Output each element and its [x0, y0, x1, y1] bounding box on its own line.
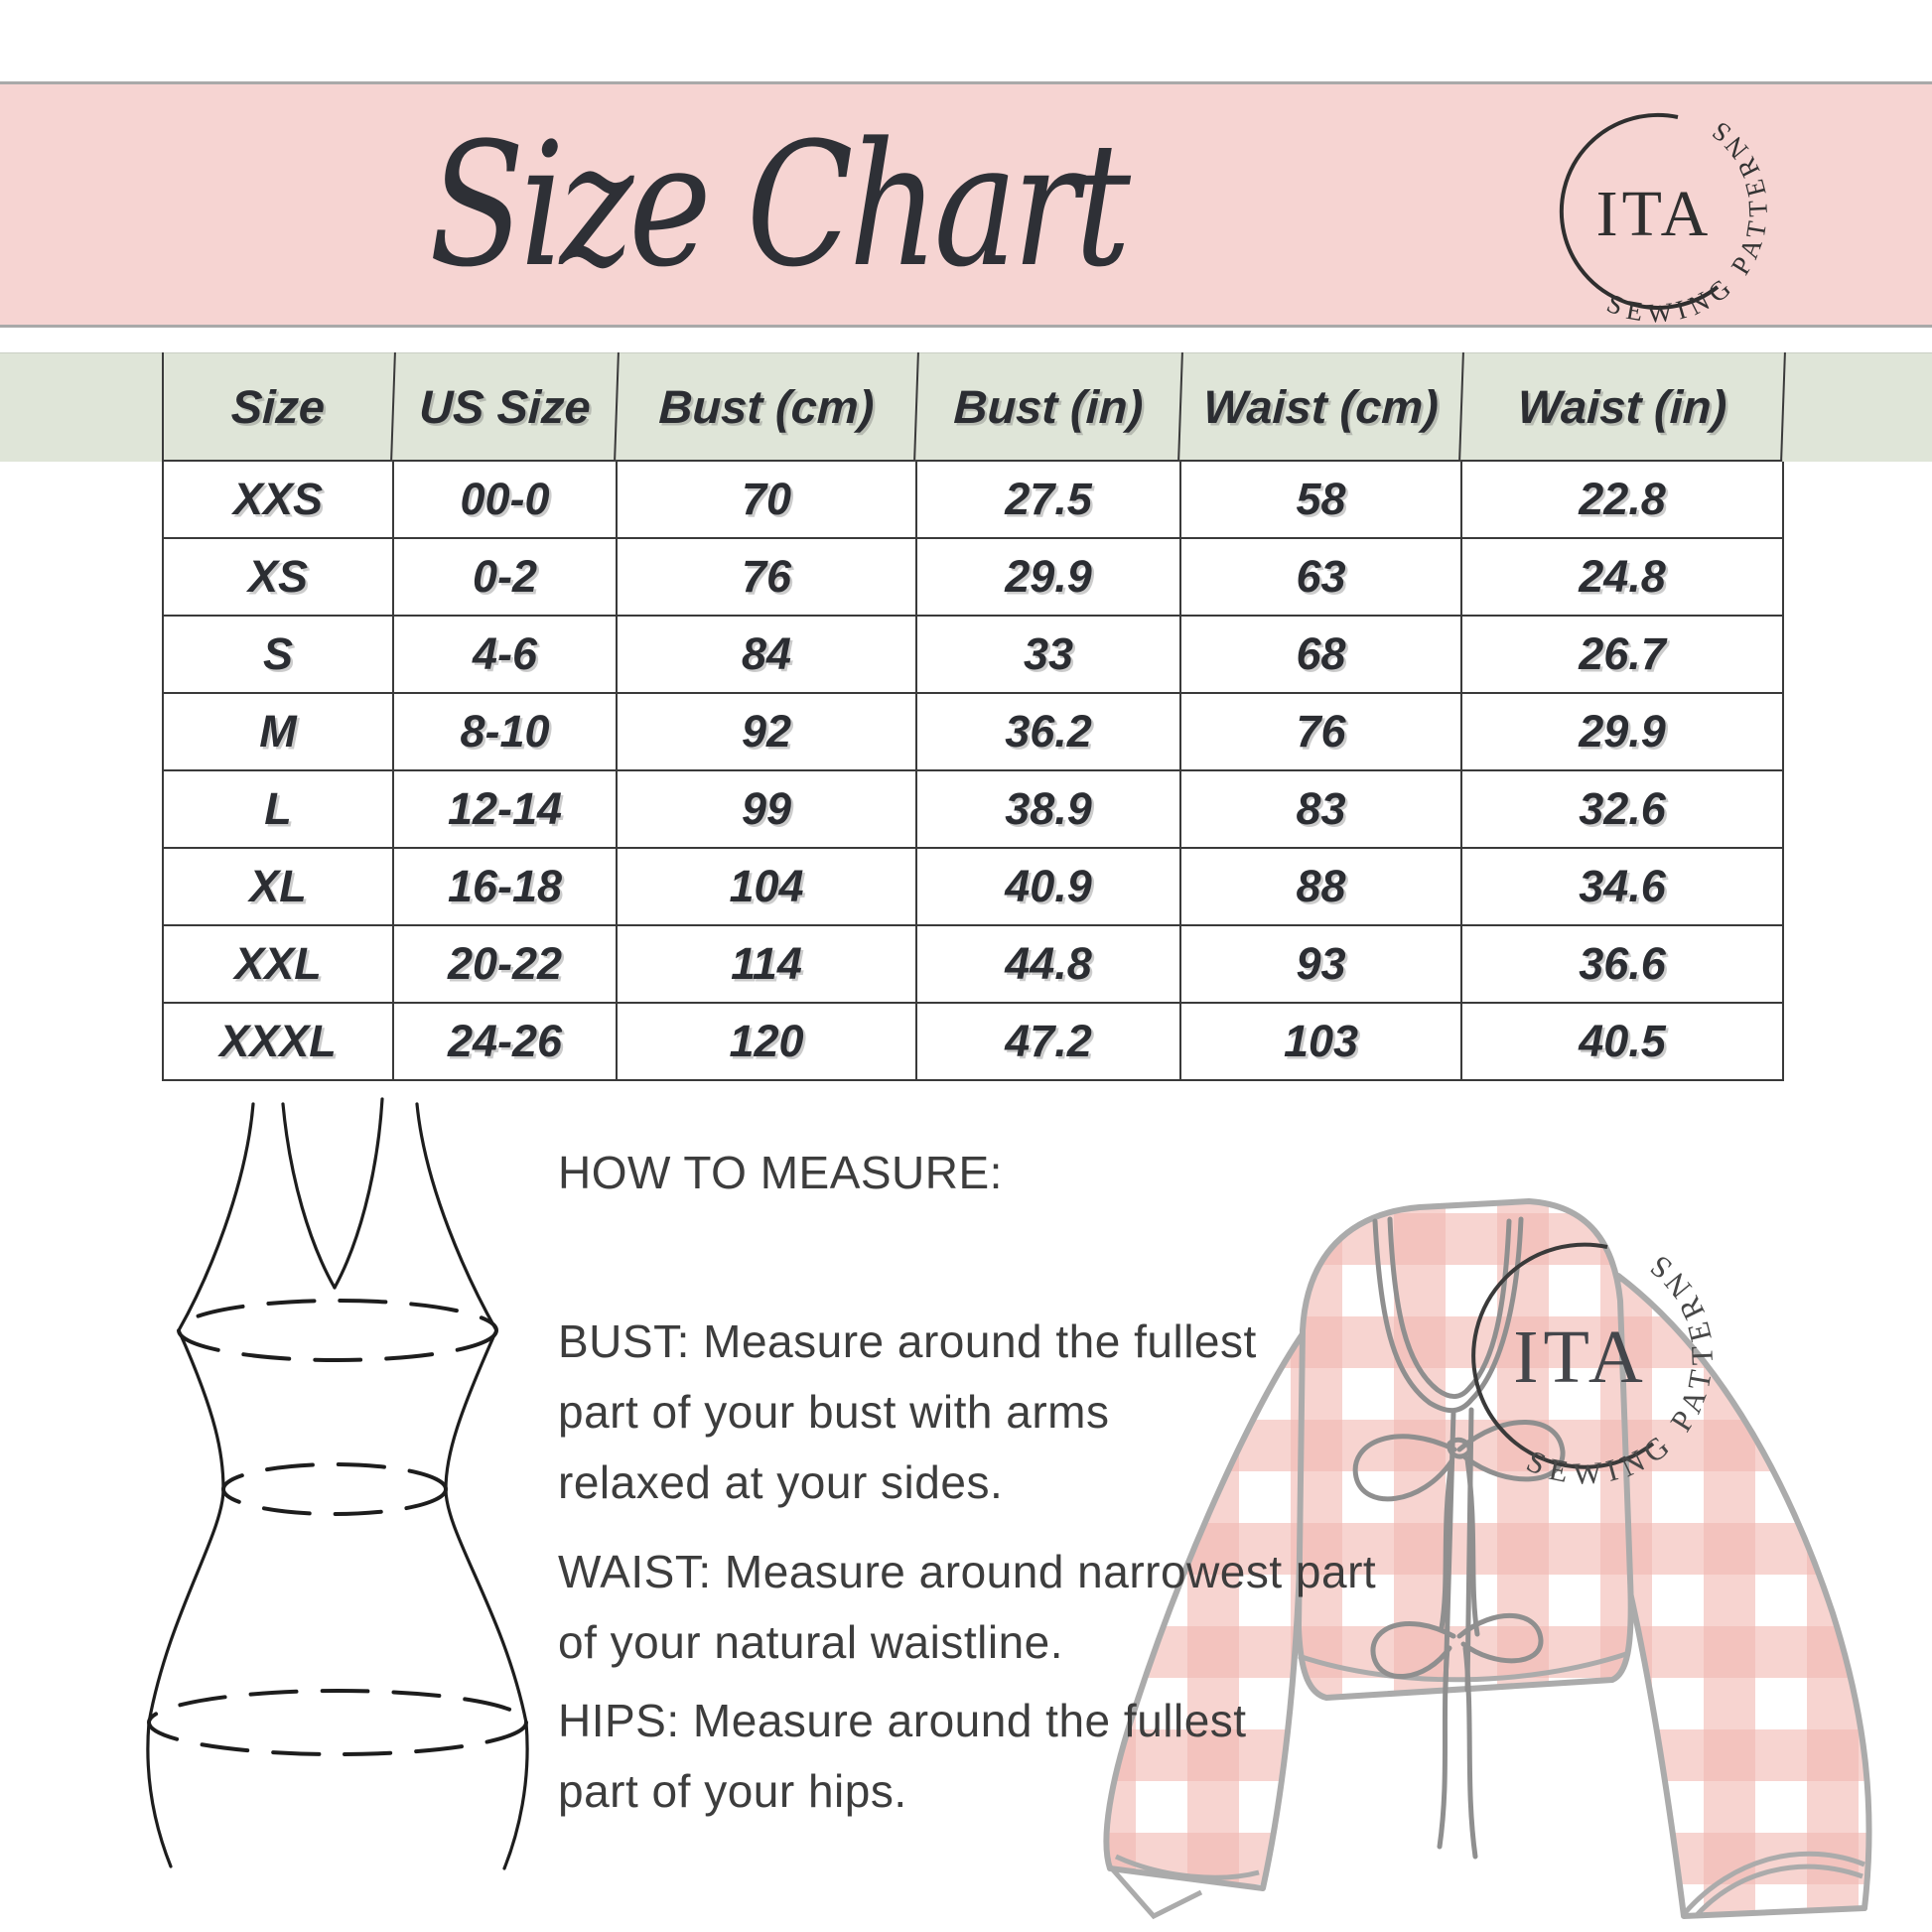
table-cell: 8-10 [394, 694, 618, 771]
bust-line: part of your bust with arms [558, 1386, 1110, 1438]
table-cell: 68 [1181, 617, 1462, 694]
bust-instructions: BUST: Measure around the fullest part of… [558, 1307, 1257, 1518]
waist-line: of your natural waistline. [558, 1616, 1064, 1668]
table-cell: XXS [164, 462, 394, 539]
table-cell: 26.7 [1462, 617, 1784, 694]
table-cell: 120 [618, 1004, 917, 1081]
column-header-waist-cm: Waist (cm) [1179, 352, 1464, 462]
waist-instructions: WAIST: Measure around narrowest part of … [558, 1537, 1376, 1678]
table-cell: 32.6 [1462, 771, 1784, 849]
page-title: Size Chart [429, 105, 1131, 305]
table-cell: 114 [618, 926, 917, 1004]
column-header-waist-in: Waist (in) [1460, 352, 1786, 462]
jacket-right-sleeve [1606, 1273, 1872, 1919]
table-cell: 58 [1181, 462, 1462, 539]
waist-line: WAIST: Measure around narrowest part [558, 1546, 1377, 1597]
logo-circle-icon [1559, 112, 1720, 310]
logo-monogram: ITA [1596, 178, 1713, 250]
table-cell: S [164, 617, 394, 694]
table-cell: 12-14 [394, 771, 618, 849]
jacket-logo-monogram: ITA [1513, 1315, 1648, 1399]
table-cell: L [164, 771, 394, 849]
table-cell: 22.8 [1462, 462, 1784, 539]
table-cell: 34.6 [1462, 849, 1784, 926]
dress-form-illustration [146, 1097, 529, 1870]
table-cell: 16-18 [394, 849, 618, 926]
table-cell: 104 [618, 849, 917, 926]
table-cell: M [164, 694, 394, 771]
hips-instructions: HIPS: Measure around the fullest part of… [558, 1686, 1247, 1827]
table-cell: 76 [618, 539, 917, 617]
table-cell: XXL [164, 926, 394, 1004]
column-header-bust-in: Bust (in) [915, 352, 1183, 462]
table-cell: 83 [1181, 771, 1462, 849]
table-cell: XXXL [164, 1004, 394, 1081]
table-cell: 44.8 [917, 926, 1181, 1004]
table-cell: 76 [1181, 694, 1462, 771]
table-cell: 29.9 [1462, 694, 1784, 771]
table-cell: 00-0 [394, 462, 618, 539]
table-cell: 99 [618, 771, 917, 849]
banner: Size Chart SEWING PATTERNS ITA [0, 81, 1932, 329]
table-cell: 88 [1181, 849, 1462, 926]
brand-logo-icon: SEWING PATTERNS ITA [1559, 112, 1767, 329]
gingham-jacket-illustration: SEWING PATTERNS ITA [1103, 1198, 1872, 1920]
table-cell: 38.9 [917, 771, 1181, 849]
table-cell: 36.2 [917, 694, 1181, 771]
table-cell: 24-26 [394, 1004, 618, 1081]
jacket-ties [1352, 1216, 1566, 1860]
column-header-size: Size [162, 352, 396, 462]
bust-line: BUST: Measure around the fullest [558, 1315, 1257, 1367]
table-cell: 70 [618, 462, 917, 539]
table-cell: XS [164, 539, 394, 617]
table-cell: 4-6 [394, 617, 618, 694]
table-cell: 103 [1181, 1004, 1462, 1081]
table-cell: 40.5 [1462, 1004, 1784, 1081]
table-cell: 20-22 [394, 926, 618, 1004]
table-cell: 29.9 [917, 539, 1181, 617]
jacket-body [1296, 1198, 1634, 1701]
table-cell: 33 [917, 617, 1181, 694]
table-cell: 92 [618, 694, 917, 771]
measure-lines-icon [147, 1299, 528, 1756]
table-cell: 27.5 [917, 462, 1181, 539]
table-cell: 24.8 [1462, 539, 1784, 617]
table-cell: 40.9 [917, 849, 1181, 926]
hips-line: HIPS: Measure around the fullest [558, 1695, 1247, 1746]
table-cell: 84 [618, 617, 917, 694]
hips-line: part of your hips. [558, 1765, 907, 1817]
column-header-bust-cm: Bust (cm) [616, 352, 919, 462]
size-chart-table: Size US Size Bust (cm) Bust (in) Waist (… [162, 352, 1786, 1081]
column-header-us-size: US Size [392, 352, 620, 462]
how-to-measure-heading: HOW TO MEASURE: [558, 1147, 1003, 1198]
table-cell: 47.2 [917, 1004, 1181, 1081]
bust-line: relaxed at your sides. [558, 1456, 1004, 1508]
table-cell: 63 [1181, 539, 1462, 617]
table-cell: 36.6 [1462, 926, 1784, 1004]
table-cell: XL [164, 849, 394, 926]
table-cell: 93 [1181, 926, 1462, 1004]
table-header-band [0, 352, 1932, 462]
table-cell: 0-2 [394, 539, 618, 617]
